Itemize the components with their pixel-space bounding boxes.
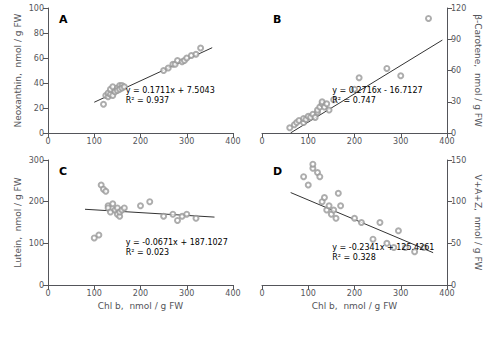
svg-text:300: 300 [179,137,194,146]
svg-text:200: 200 [347,289,362,298]
svg-text:0: 0 [259,137,264,146]
svg-text:D: D [273,165,282,178]
svg-text:80: 80 [34,29,44,38]
svg-text:Chl b, nmol / g FW: Chl b, nmol / g FW [312,301,398,311]
svg-text:R² = 0.937: R² = 0.937 [126,96,169,105]
svg-text:R² = 0.747: R² = 0.747 [332,96,375,105]
svg-text:Lutein, nmol / g FW: Lutein, nmol / g FW [13,177,23,267]
svg-text:100: 100 [451,197,466,206]
svg-text:400: 400 [439,137,454,146]
svg-text:Chl b, nmol / g FW: Chl b, nmol / g FW [98,301,184,311]
svg-text:Neoxanthin, nmol / g FW: Neoxanthin, nmol / g FW [13,13,23,127]
svg-text:400: 400 [225,137,240,146]
svg-text:120: 120 [451,4,466,13]
svg-text:200: 200 [347,137,362,146]
svg-text:200: 200 [133,137,148,146]
svg-text:V+A+Z, nmol / g FW: V+A+Z, nmol / g FW [473,174,483,270]
svg-text:A: A [59,13,68,26]
svg-text:100: 100 [29,239,44,248]
svg-text:β-Carotene, nmol / g FW: β-Carotene, nmol / g FW [473,14,483,127]
svg-text:0: 0 [45,137,50,146]
svg-text:y = -0.0671x + 187.1027: y = -0.0671x + 187.1027 [126,238,228,247]
svg-text:B: B [273,13,281,26]
svg-text:R² = 0.328: R² = 0.328 [332,253,375,262]
svg-text:30: 30 [451,97,461,106]
svg-text:150: 150 [451,156,466,165]
svg-text:200: 200 [133,289,148,298]
svg-text:y = 0.2716x - 16.7127: y = 0.2716x - 16.7127 [332,86,422,95]
svg-text:300: 300 [29,156,44,165]
svg-text:y = -0.2341x + 125.4261: y = -0.2341x + 125.4261 [332,243,434,252]
svg-text:100: 100 [87,137,102,146]
svg-text:0: 0 [451,280,457,290]
svg-text:400: 400 [439,289,454,298]
svg-text:60: 60 [34,54,44,63]
svg-text:50: 50 [451,239,461,248]
svg-text:0: 0 [45,289,50,298]
svg-text:100: 100 [87,289,102,298]
svg-text:300: 300 [179,289,194,298]
svg-text:300: 300 [393,289,408,298]
svg-text:100: 100 [301,289,316,298]
svg-text:60: 60 [451,66,461,75]
svg-text:400: 400 [225,289,240,298]
svg-text:20: 20 [34,104,44,113]
svg-text:100: 100 [29,4,44,13]
svg-text:300: 300 [393,137,408,146]
svg-text:40: 40 [34,79,44,88]
svg-text:y = 0.1711x + 7.5043: y = 0.1711x + 7.5043 [126,86,215,95]
svg-text:0: 0 [451,128,457,138]
svg-text:100: 100 [301,137,316,146]
svg-text:0: 0 [39,281,44,290]
svg-text:0: 0 [39,129,44,138]
svg-text:C: C [59,165,67,178]
svg-text:200: 200 [29,197,44,206]
svg-text:R² = 0.023: R² = 0.023 [126,248,169,257]
svg-text:0: 0 [259,289,264,298]
svg-text:90: 90 [451,35,461,44]
